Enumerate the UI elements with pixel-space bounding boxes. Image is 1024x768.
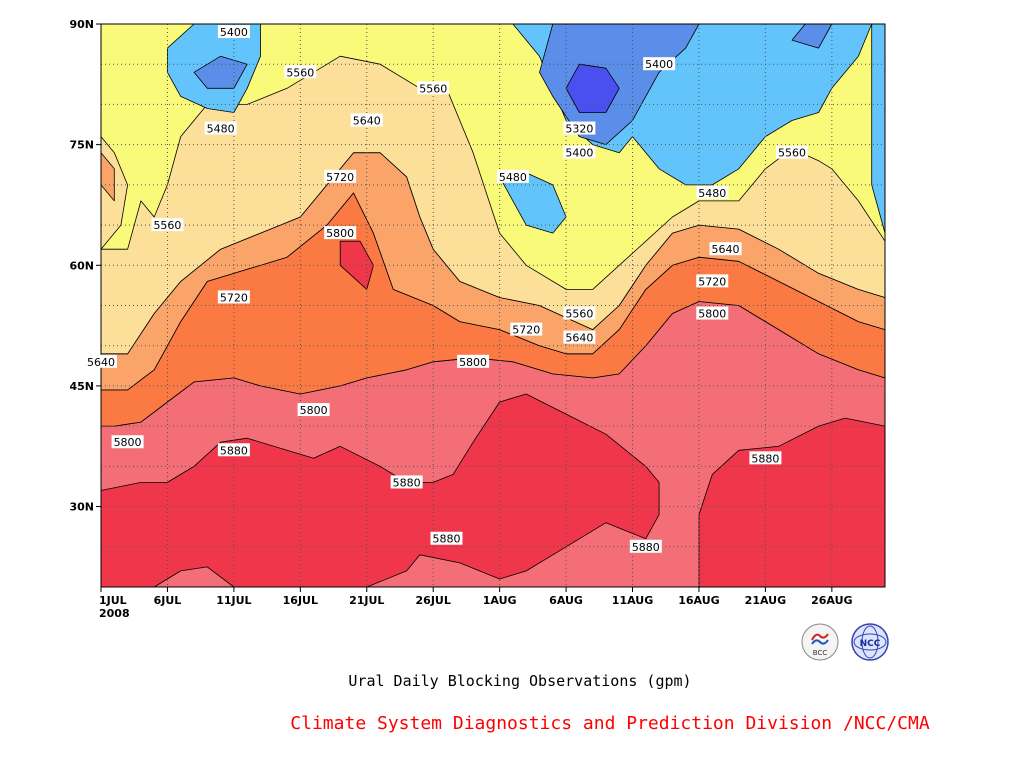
contour-label: 5880 xyxy=(430,531,463,546)
contour-region-below-5320 xyxy=(565,63,620,113)
svg-text:5400: 5400 xyxy=(645,58,673,71)
bcc-logo-icon: BCC xyxy=(801,623,839,661)
y-tick-label: 60N xyxy=(69,259,94,272)
x-tick-label: 6AUG xyxy=(549,594,583,607)
filled-contour-regions xyxy=(100,23,886,588)
svg-text:5800: 5800 xyxy=(300,404,328,417)
x-tick-label: 11JUL xyxy=(216,594,251,607)
axis-ticks: 90N 75N 60N 45N 30N 1JUL 6JUL 11JUL 16JUL 21JUL 26… xyxy=(69,18,852,620)
contour-label: 5320 xyxy=(563,121,596,136)
y-tick-label: 75N xyxy=(69,139,94,152)
chart-title: Ural Daily Blocking Observations (gpm) xyxy=(348,672,692,690)
svg-text:5480: 5480 xyxy=(499,171,527,184)
contour-label: 5560 xyxy=(563,306,596,321)
svg-text:5400: 5400 xyxy=(565,147,593,160)
contour-label: 5560 xyxy=(284,65,317,79)
x-tick-label: 26AUG xyxy=(811,594,852,607)
contour-label: 5640 xyxy=(85,354,117,369)
contour-label: 5720 xyxy=(696,274,729,288)
svg-text:5880: 5880 xyxy=(432,533,460,546)
contour-label: 5800 xyxy=(457,354,490,369)
y-tick-label: 90N xyxy=(69,18,94,31)
x-tick-label: 1AUG xyxy=(483,594,517,607)
x-tick-label: 11AUG xyxy=(612,594,653,607)
x-tick-label: 16AUG xyxy=(678,594,719,607)
svg-text:5720: 5720 xyxy=(220,291,248,304)
svg-text:5720: 5720 xyxy=(326,171,354,184)
y-tick-label: 30N xyxy=(69,501,94,514)
svg-text:5800: 5800 xyxy=(698,308,726,321)
contour-labels: 5400 5560 5560 5480 5640 5720 5800 5560 5720 5640… xyxy=(85,25,808,554)
contour-label: 5640 xyxy=(709,242,742,256)
contour-label: 5400 xyxy=(217,25,250,39)
svg-text:5800: 5800 xyxy=(326,227,354,240)
svg-text:5560: 5560 xyxy=(565,308,593,321)
svg-text:BCC: BCC xyxy=(813,649,828,657)
contour-label: 5880 xyxy=(629,539,662,554)
ncc-logo-icon: NCC xyxy=(851,623,889,661)
svg-text:5640: 5640 xyxy=(87,356,115,369)
x-tick-label: 6JUL xyxy=(154,594,182,607)
x-tick-label: 1JUL xyxy=(99,594,127,607)
contour-label: 5800 xyxy=(297,403,330,417)
svg-text:5720: 5720 xyxy=(512,324,540,337)
svg-text:5400: 5400 xyxy=(220,26,248,39)
svg-text:5880: 5880 xyxy=(632,541,660,554)
grid-lines xyxy=(101,24,885,587)
contour-label: 5880 xyxy=(390,475,423,489)
x-tick-label: 21JUL xyxy=(349,594,384,607)
contour-region-above-5880 xyxy=(339,240,374,290)
contour-region-5400-5480 xyxy=(499,172,567,234)
svg-text:5320: 5320 xyxy=(565,123,593,136)
contour-label: 5400 xyxy=(563,145,596,160)
contour-label: 5480 xyxy=(204,121,237,136)
contour-label: 5480 xyxy=(496,169,529,184)
contour-label: 5880 xyxy=(217,443,250,457)
svg-text:5640: 5640 xyxy=(353,115,381,128)
plot-frame xyxy=(100,23,886,588)
svg-text:5480: 5480 xyxy=(207,123,235,136)
x-tick-label: 16JUL xyxy=(283,594,318,607)
x-year-label: 2008 xyxy=(99,607,130,620)
contour-label: 5720 xyxy=(510,322,543,337)
contour-label: 5800 xyxy=(696,306,729,321)
contour-label: 5720 xyxy=(217,290,250,304)
contour-label: 5480 xyxy=(696,185,729,200)
contour-label: 5720 xyxy=(324,169,357,184)
svg-text:5800: 5800 xyxy=(114,436,142,449)
svg-text:5880: 5880 xyxy=(220,444,248,457)
contour-label: 5400 xyxy=(643,57,676,71)
contour-label: 5800 xyxy=(324,226,357,240)
x-tick-label: 26JUL xyxy=(416,594,451,607)
contour-label: 5800 xyxy=(111,435,144,449)
contour-label: 5560 xyxy=(151,218,184,232)
agency-logos: BCC NCC xyxy=(800,622,894,662)
x-tick-label: 21AUG xyxy=(745,594,786,607)
svg-text:5560: 5560 xyxy=(286,66,314,79)
svg-text:5640: 5640 xyxy=(712,243,740,256)
y-tick-label: 45N xyxy=(69,380,94,393)
contour-label: 5880 xyxy=(749,451,782,465)
svg-text:5560: 5560 xyxy=(778,147,806,160)
svg-text:5880: 5880 xyxy=(393,476,421,489)
svg-text:5640: 5640 xyxy=(565,332,593,345)
svg-text:5880: 5880 xyxy=(751,452,779,465)
svg-text:5800: 5800 xyxy=(459,356,487,369)
contour-label: 5640 xyxy=(350,113,383,128)
svg-text:5560: 5560 xyxy=(153,219,181,232)
svg-text:NCC: NCC xyxy=(860,639,881,649)
svg-text:5720: 5720 xyxy=(698,275,726,288)
svg-text:5560: 5560 xyxy=(419,82,447,95)
svg-text:5480: 5480 xyxy=(698,187,726,200)
contour-label: 5560 xyxy=(775,145,808,160)
chart-credit: Climate System Diagnostics and Predictio… xyxy=(290,713,930,734)
contour-label: 5560 xyxy=(417,81,450,95)
contour-label: 5640 xyxy=(563,330,596,345)
